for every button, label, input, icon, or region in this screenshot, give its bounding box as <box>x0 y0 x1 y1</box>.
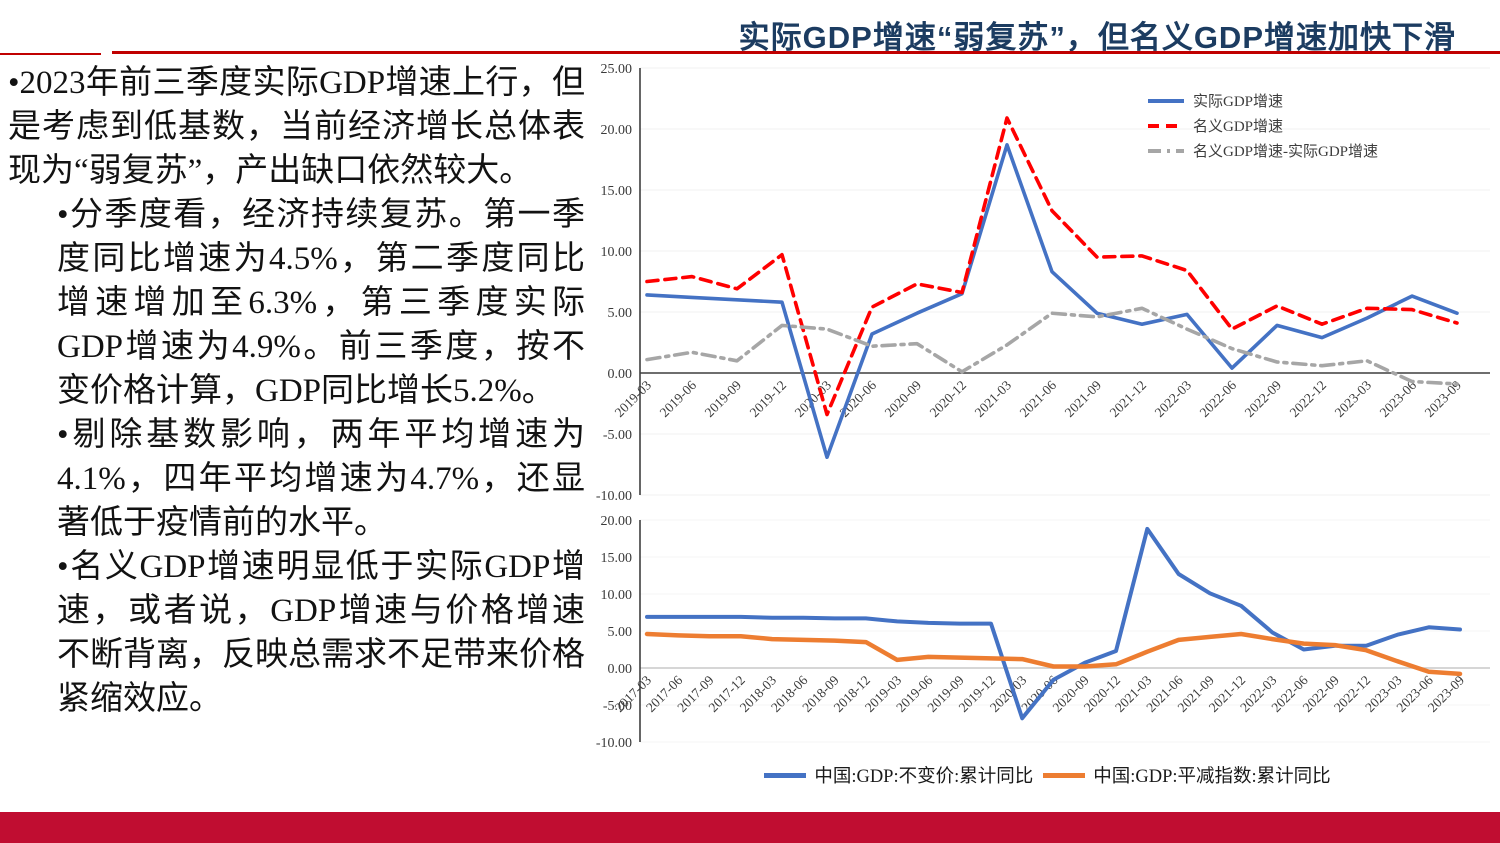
x-tick-label: 2022-06 <box>1197 377 1240 420</box>
y-tick-label: -10.00 <box>596 489 632 504</box>
slide-title: 实际GDP增速“弱复苏”，但名义GDP增速加快下滑 <box>738 20 1456 55</box>
legend-line-swatch-icon <box>1148 148 1184 153</box>
commentary-panel: •2023年前三季度实际GDP增速上行，但是考虑到低基数，当前经济增长总体表现为… <box>8 61 585 721</box>
x-tick-label: 2023-06 <box>1377 377 1420 420</box>
legend-label: 名义GDP增速 <box>1193 119 1284 135</box>
bullet-paragraph: •剔除基数影响，两年平均增速为4.1%，四年平均增速为4.7%，还显著低于疫情前… <box>57 417 585 541</box>
series-line <box>645 143 1459 460</box>
y-tick-label: 0.00 <box>608 662 633 677</box>
y-tick-label: 20.00 <box>601 514 633 529</box>
y-tick-label: 5.00 <box>608 306 633 321</box>
gdp-deflator-chart: 20.00 15.00 10.00 5.00 0.00 -5.00 -10.00 2017-0… <box>595 503 1500 763</box>
legend-line-swatch-icon <box>764 772 807 778</box>
bullet-paragraph: •2023年前三季度实际GDP增速上行，但是考虑到低基数，当前经济增长总体表现为… <box>8 65 585 189</box>
x-tick-label: 2021-12 <box>1107 378 1149 420</box>
x-tick-label: 2019-03 <box>612 377 655 420</box>
x-tick-label: 2019-06 <box>657 377 700 420</box>
legend-line-swatch-icon <box>1148 98 1184 103</box>
y-tick-label: 20.00 <box>601 123 633 138</box>
bullet-paragraph: •分季度看，经济持续复苏。第一季度同比增速为4.5%，第二季度同比增速增加至6.… <box>57 197 585 409</box>
legend-label: 名义GDP增速-实际GDP增速 <box>1193 144 1379 160</box>
series-line <box>644 631 1463 677</box>
x-tick-label: 2022-09 <box>1242 377 1285 420</box>
x-tick-label: 2022-03 <box>1152 377 1195 420</box>
y-tick-label: 5.00 <box>608 625 633 640</box>
legend-label: 中国:GDP:平减指数:累计同比 <box>1093 767 1331 787</box>
x-tick-label: 2020-09 <box>882 377 925 420</box>
legend-label: 中国:GDP:不变价:累计同比 <box>814 767 1034 787</box>
x-tick-label: 2023-03 <box>1332 377 1375 420</box>
x-tick-label: 2019-09 <box>702 377 745 420</box>
legend-line-swatch-icon <box>1148 123 1184 128</box>
legend-label: 实际GDP增速 <box>1193 94 1284 110</box>
legend-item: 名义GDP增速 <box>1148 113 1378 138</box>
y-tick-label: 10.00 <box>601 588 633 603</box>
legend-item: 名义GDP增速-实际GDP增速 <box>1148 138 1378 163</box>
title-divider-left <box>0 53 101 55</box>
footer-bar <box>0 812 1500 843</box>
y-tick-label: 0.00 <box>608 367 633 382</box>
legend-item: 中国:GDP:平减指数:累计同比 <box>1043 762 1331 788</box>
y-tick-label: 25.00 <box>601 62 633 77</box>
y-tick-label: -5.00 <box>603 699 632 714</box>
x-tick-label: 2021-09 <box>1062 377 1105 420</box>
y-tick-label: -5.00 <box>603 428 632 443</box>
series-line <box>645 116 1459 417</box>
x-tick-label: 2022-12 <box>1287 378 1329 420</box>
series-line <box>645 306 1459 386</box>
chart-legend: 中国:GDP:不变价:累计同比 中国:GDP:平减指数:累计同比 <box>595 762 1500 788</box>
y-tick-label: 15.00 <box>601 184 633 199</box>
y-tick-label: 15.00 <box>601 551 633 566</box>
bullet-paragraph: •名义GDP增速明显低于实际GDP增速，或者说，GDP增速与价格增速不断背离，反… <box>57 549 585 717</box>
y-tick-label: -10.00 <box>596 736 632 751</box>
title-divider <box>112 51 1500 54</box>
chart-canvas: 20.0015.0010.005.000.00-5.00-10.002017-0… <box>596 514 1490 751</box>
series-line <box>645 526 1462 721</box>
legend-item: 实际GDP增速 <box>1148 88 1378 113</box>
chart-legend: 实际GDP增速 名义GDP增速 名义GDP增速-实际GDP增速 <box>1148 88 1378 163</box>
x-tick-label: 2021-06 <box>1017 377 1060 420</box>
x-tick-label: 2019-12 <box>747 378 789 420</box>
real-vs-nominal-gdp-chart: 25.00 20.00 15.00 10.00 5.00 0.00 -5.00 -10.00 2… <box>595 58 1500 508</box>
legend-line-swatch-icon <box>1043 772 1086 778</box>
x-tick-label: 2020-12 <box>927 378 969 420</box>
chart-canvas: 25.00 20.00 15.00 10.00 5.00 0.00 -5.00 -10.00 2… <box>596 62 1490 504</box>
legend-item: 中国:GDP:不变价:累计同比 <box>764 762 1033 788</box>
x-tick-label: 2021-03 <box>972 377 1015 420</box>
y-tick-label: 10.00 <box>601 245 633 260</box>
